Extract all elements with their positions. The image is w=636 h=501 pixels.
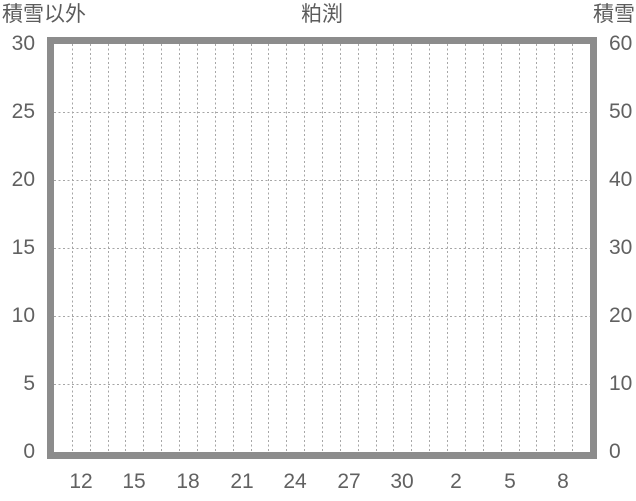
right-axis-title: 積雪 xyxy=(593,3,635,26)
x-axis-tick-label: 15 xyxy=(122,470,146,493)
right-axis-tick-label: 10 xyxy=(609,372,633,395)
x-axis-tick-label: 24 xyxy=(283,470,307,493)
x-axis-tick-label: 12 xyxy=(69,470,93,493)
left-axis-tick-label: 10 xyxy=(11,304,35,327)
right-axis-tick-label: 60 xyxy=(609,32,633,55)
x-axis-tick-label: 21 xyxy=(230,470,254,493)
right-axis-tick-label: 40 xyxy=(609,168,633,191)
x-axis-tick-label: 2 xyxy=(450,470,462,493)
right-axis-tick-label: 30 xyxy=(609,236,633,259)
x-axis-tick-label: 8 xyxy=(557,470,569,493)
x-axis-tick-label: 5 xyxy=(504,470,516,493)
left-axis-title: 積雪以外 xyxy=(2,3,86,26)
chart-title: 粕渕 xyxy=(301,3,343,26)
plot-area xyxy=(47,37,597,459)
right-axis-tick-label: 50 xyxy=(609,100,633,123)
left-axis-tick-label: 0 xyxy=(23,440,35,463)
left-axis-tick-label: 5 xyxy=(23,372,35,395)
x-axis-tick-label: 18 xyxy=(176,470,200,493)
x-axis-tick-label: 27 xyxy=(337,470,361,493)
right-axis-tick-label: 0 xyxy=(609,440,621,463)
right-axis-tick-label: 20 xyxy=(609,304,633,327)
left-axis-tick-label: 20 xyxy=(11,168,35,191)
left-axis-tick-label: 25 xyxy=(11,100,35,123)
grid-canvas xyxy=(54,44,590,452)
x-axis-tick-label: 30 xyxy=(390,470,414,493)
left-axis-tick-label: 15 xyxy=(11,236,35,259)
left-axis-tick-label: 30 xyxy=(11,32,35,55)
